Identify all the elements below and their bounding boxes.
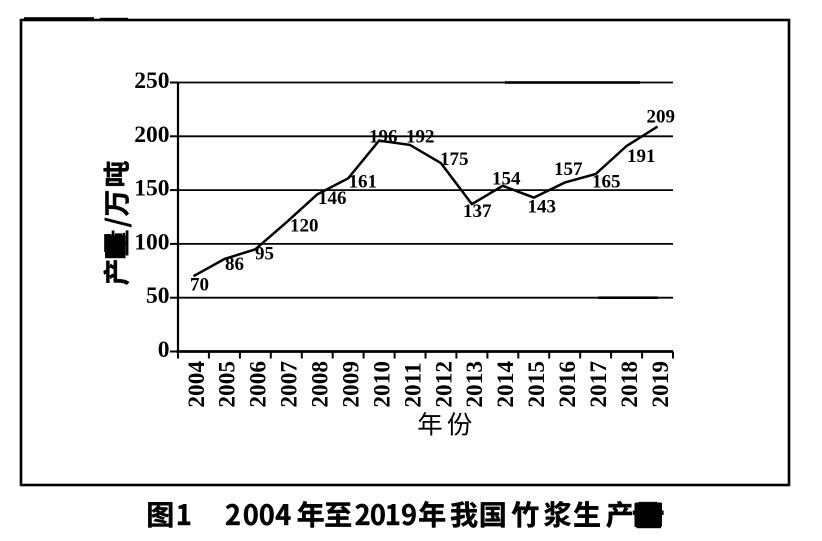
svg-text:70: 70	[190, 275, 209, 296]
svg-text:157: 157	[554, 159, 583, 180]
svg-text:2018: 2018	[617, 361, 643, 408]
svg-text:196: 196	[369, 127, 398, 148]
svg-text:2019: 2019	[648, 361, 674, 408]
svg-text:2017: 2017	[586, 361, 612, 408]
svg-text:209: 209	[647, 107, 676, 128]
svg-text:2011: 2011	[400, 362, 426, 407]
svg-text:2013: 2013	[462, 361, 488, 408]
svg-text:2005: 2005	[215, 361, 241, 408]
svg-text:165: 165	[592, 172, 621, 193]
svg-text:2010: 2010	[369, 361, 395, 408]
svg-text:154: 154	[492, 169, 521, 190]
svg-text:146: 146	[318, 188, 347, 209]
svg-text:2015: 2015	[524, 361, 550, 408]
svg-text:86: 86	[225, 254, 244, 275]
svg-text:137: 137	[463, 201, 492, 222]
svg-text:95: 95	[255, 244, 274, 265]
svg-text:2012: 2012	[431, 361, 457, 408]
svg-text:150: 150	[134, 176, 169, 202]
svg-text:2009: 2009	[339, 361, 365, 408]
svg-text:2014: 2014	[493, 361, 519, 408]
svg-text:100: 100	[134, 229, 169, 255]
svg-text:192: 192	[406, 127, 435, 148]
svg-text:161: 161	[349, 172, 378, 193]
svg-text:175: 175	[440, 149, 469, 170]
svg-text:2006: 2006	[246, 361, 272, 408]
svg-text:50: 50	[146, 283, 170, 309]
svg-text:2007: 2007	[277, 361, 303, 408]
svg-text:120: 120	[290, 216, 319, 237]
svg-text:2004: 2004	[184, 361, 210, 408]
svg-text:0: 0	[158, 337, 170, 363]
svg-text:143: 143	[528, 197, 557, 218]
svg-text:2008: 2008	[308, 361, 334, 408]
svg-text:2016: 2016	[555, 361, 581, 408]
svg-text:191: 191	[627, 146, 656, 167]
svg-text:250: 250	[134, 68, 169, 94]
svg-text:200: 200	[134, 122, 169, 148]
